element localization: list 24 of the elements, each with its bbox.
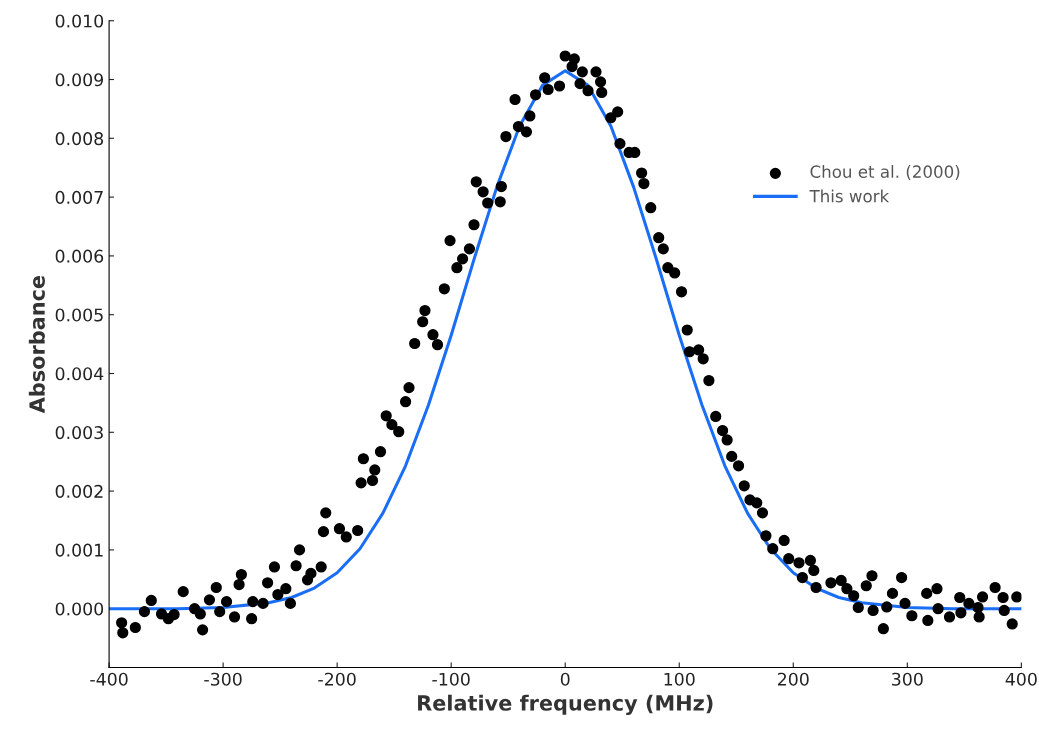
x-tick-label: 100 (664, 672, 695, 686)
y-tick-label: 0.000 (55, 602, 104, 616)
y-tick-label: 0.001 (55, 543, 103, 557)
y-tick-label: 0.008 (55, 132, 104, 146)
x-tick-label: -300 (204, 672, 242, 686)
x-tick-label: -400 (90, 672, 128, 686)
x-tick-label: 300 (892, 672, 923, 686)
y-tick-label: 0.006 (55, 249, 104, 263)
y-tick-label: 0.004 (55, 367, 104, 381)
legend-label: This work (809, 189, 890, 203)
x-tick-label: -100 (432, 672, 470, 686)
y-tick-label: 0.002 (55, 484, 103, 498)
x-tick-label: -200 (318, 672, 356, 686)
x-tick-label: 0 (560, 672, 570, 686)
x-axis-title: Relative frequency (MHz) (418, 694, 713, 716)
y-tick-label: 0.010 (55, 14, 104, 28)
y-axis-title: Absorbance (28, 275, 45, 414)
y-tick-label: 0.009 (55, 73, 104, 87)
y-tick-label: 0.005 (55, 308, 103, 322)
y-tick-label: 0.007 (55, 190, 103, 204)
y-tick-label: 0.003 (55, 426, 103, 440)
legend-label: Chou et al. (2000) (810, 165, 960, 180)
x-tick-label: 400 (1005, 672, 1037, 686)
x-tick-label: 200 (777, 672, 809, 686)
